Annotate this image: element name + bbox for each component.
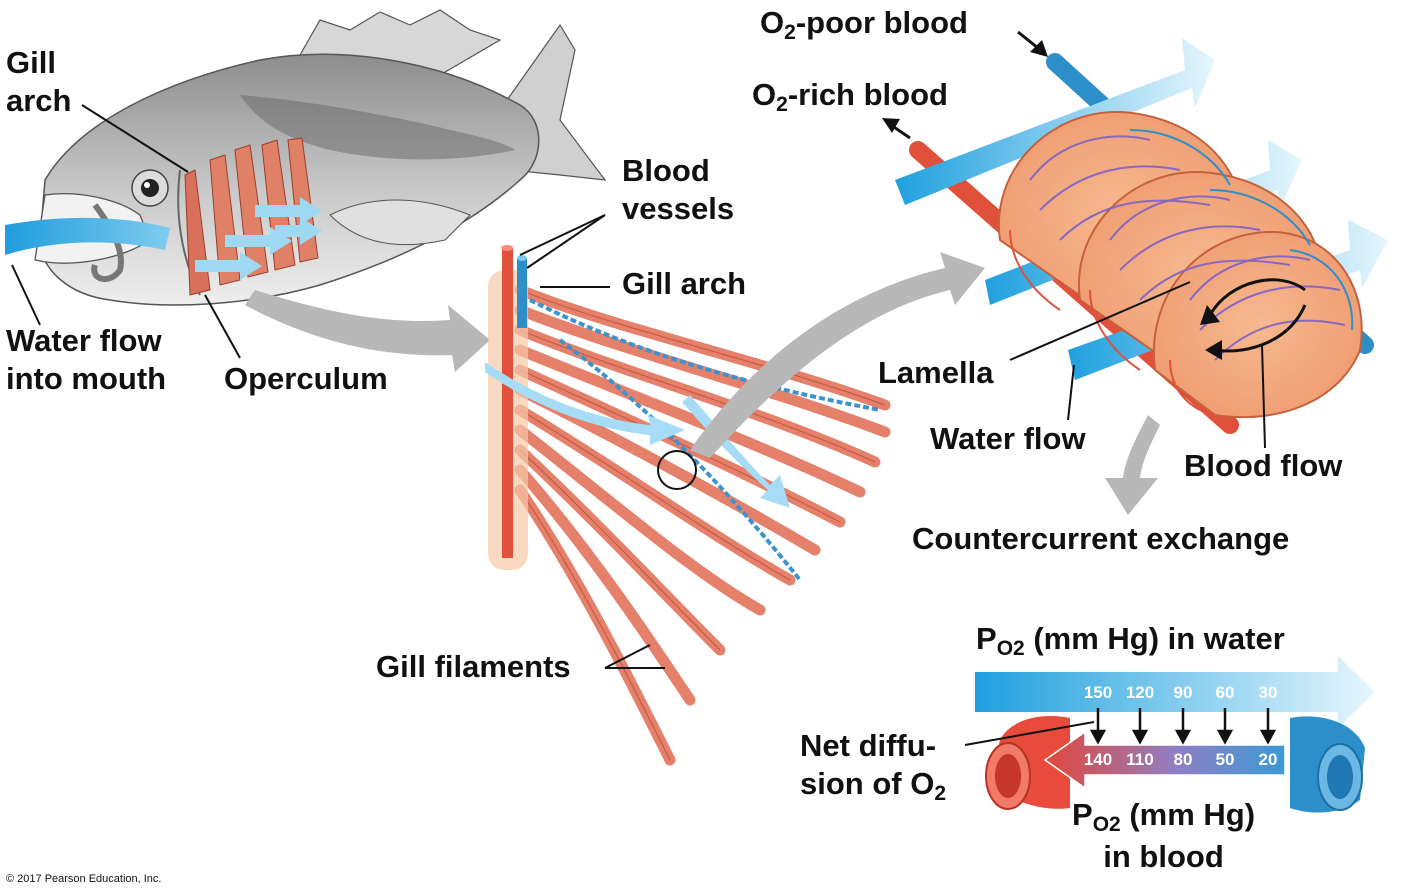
po2-water-value: 150 xyxy=(1083,683,1113,702)
lamellae xyxy=(895,38,1388,434)
po2-blood-value: 80 xyxy=(1173,750,1193,769)
water-po2-arrow xyxy=(975,656,1375,728)
po2-blood-value: 50 xyxy=(1215,750,1235,769)
label-o2-poor-blood: O2-poor blood xyxy=(760,5,968,44)
label-po2-blood: PO2 (mm Hg) in blood xyxy=(1072,797,1256,875)
lamella-highlight-circle xyxy=(657,450,697,490)
label-gill-filaments: Gill filaments xyxy=(376,649,571,684)
label-gill-arch-detail: Gill arch xyxy=(622,266,747,301)
leader-water-flow xyxy=(1067,364,1075,421)
leader-operculum xyxy=(204,294,241,359)
water-inflow-arrow xyxy=(5,217,170,255)
label-operculum: Operculum xyxy=(224,361,388,396)
label-net-diffusion: Net diffu- sion of O2 xyxy=(800,728,947,806)
leader-water-flow-mouth xyxy=(11,264,41,326)
leader-gill-arch-fish xyxy=(81,104,189,173)
po2-blood-value: 110 xyxy=(1126,750,1154,769)
copyright: © 2017 Pearson Education, Inc. xyxy=(6,873,162,885)
diffusion-arrows xyxy=(1089,708,1277,745)
leader-blood-flow xyxy=(1261,344,1266,449)
down-arrow xyxy=(1105,415,1160,515)
leader-blood-vessels-b xyxy=(526,214,606,269)
label-countercurrent-exchange: Countercurrent exchange xyxy=(912,521,1290,556)
zoom-arrow-2 xyxy=(690,252,985,458)
po2-blood-value: 140 xyxy=(1083,750,1113,769)
blood-po2-arrow xyxy=(1043,730,1286,790)
po2-water-value: 60 xyxy=(1215,683,1235,702)
leader-lamella xyxy=(1009,281,1191,361)
label-lamella: Lamella xyxy=(878,355,994,390)
leader-gill-filaments-a xyxy=(604,644,651,669)
label-gill-arch-fish: Gill arch xyxy=(6,45,72,119)
countercurrent-diagram xyxy=(975,656,1375,813)
label-po2-water: PO2 (mm Hg) in water xyxy=(976,621,1285,660)
label-water-flow-mouth: Water flow into mouth xyxy=(6,323,167,397)
po2-water-value: 120 xyxy=(1125,683,1155,702)
label-water-flow: Water flow xyxy=(930,421,1086,456)
label-blood-flow: Blood flow xyxy=(1184,448,1343,483)
leader-blood-vessels-a xyxy=(519,214,606,256)
gill-arch-detail xyxy=(485,245,891,766)
po2-water-value: 90 xyxy=(1173,683,1193,702)
label-blood-vessels: Blood vessels xyxy=(622,153,735,227)
po2-water-value: 30 xyxy=(1258,683,1278,702)
leader-net-diffusion xyxy=(964,721,1095,746)
label-o2-rich-blood: O2-rich blood xyxy=(752,77,948,116)
po2-blood-value: 20 xyxy=(1258,750,1278,769)
zoom-arrow-1 xyxy=(245,290,490,372)
